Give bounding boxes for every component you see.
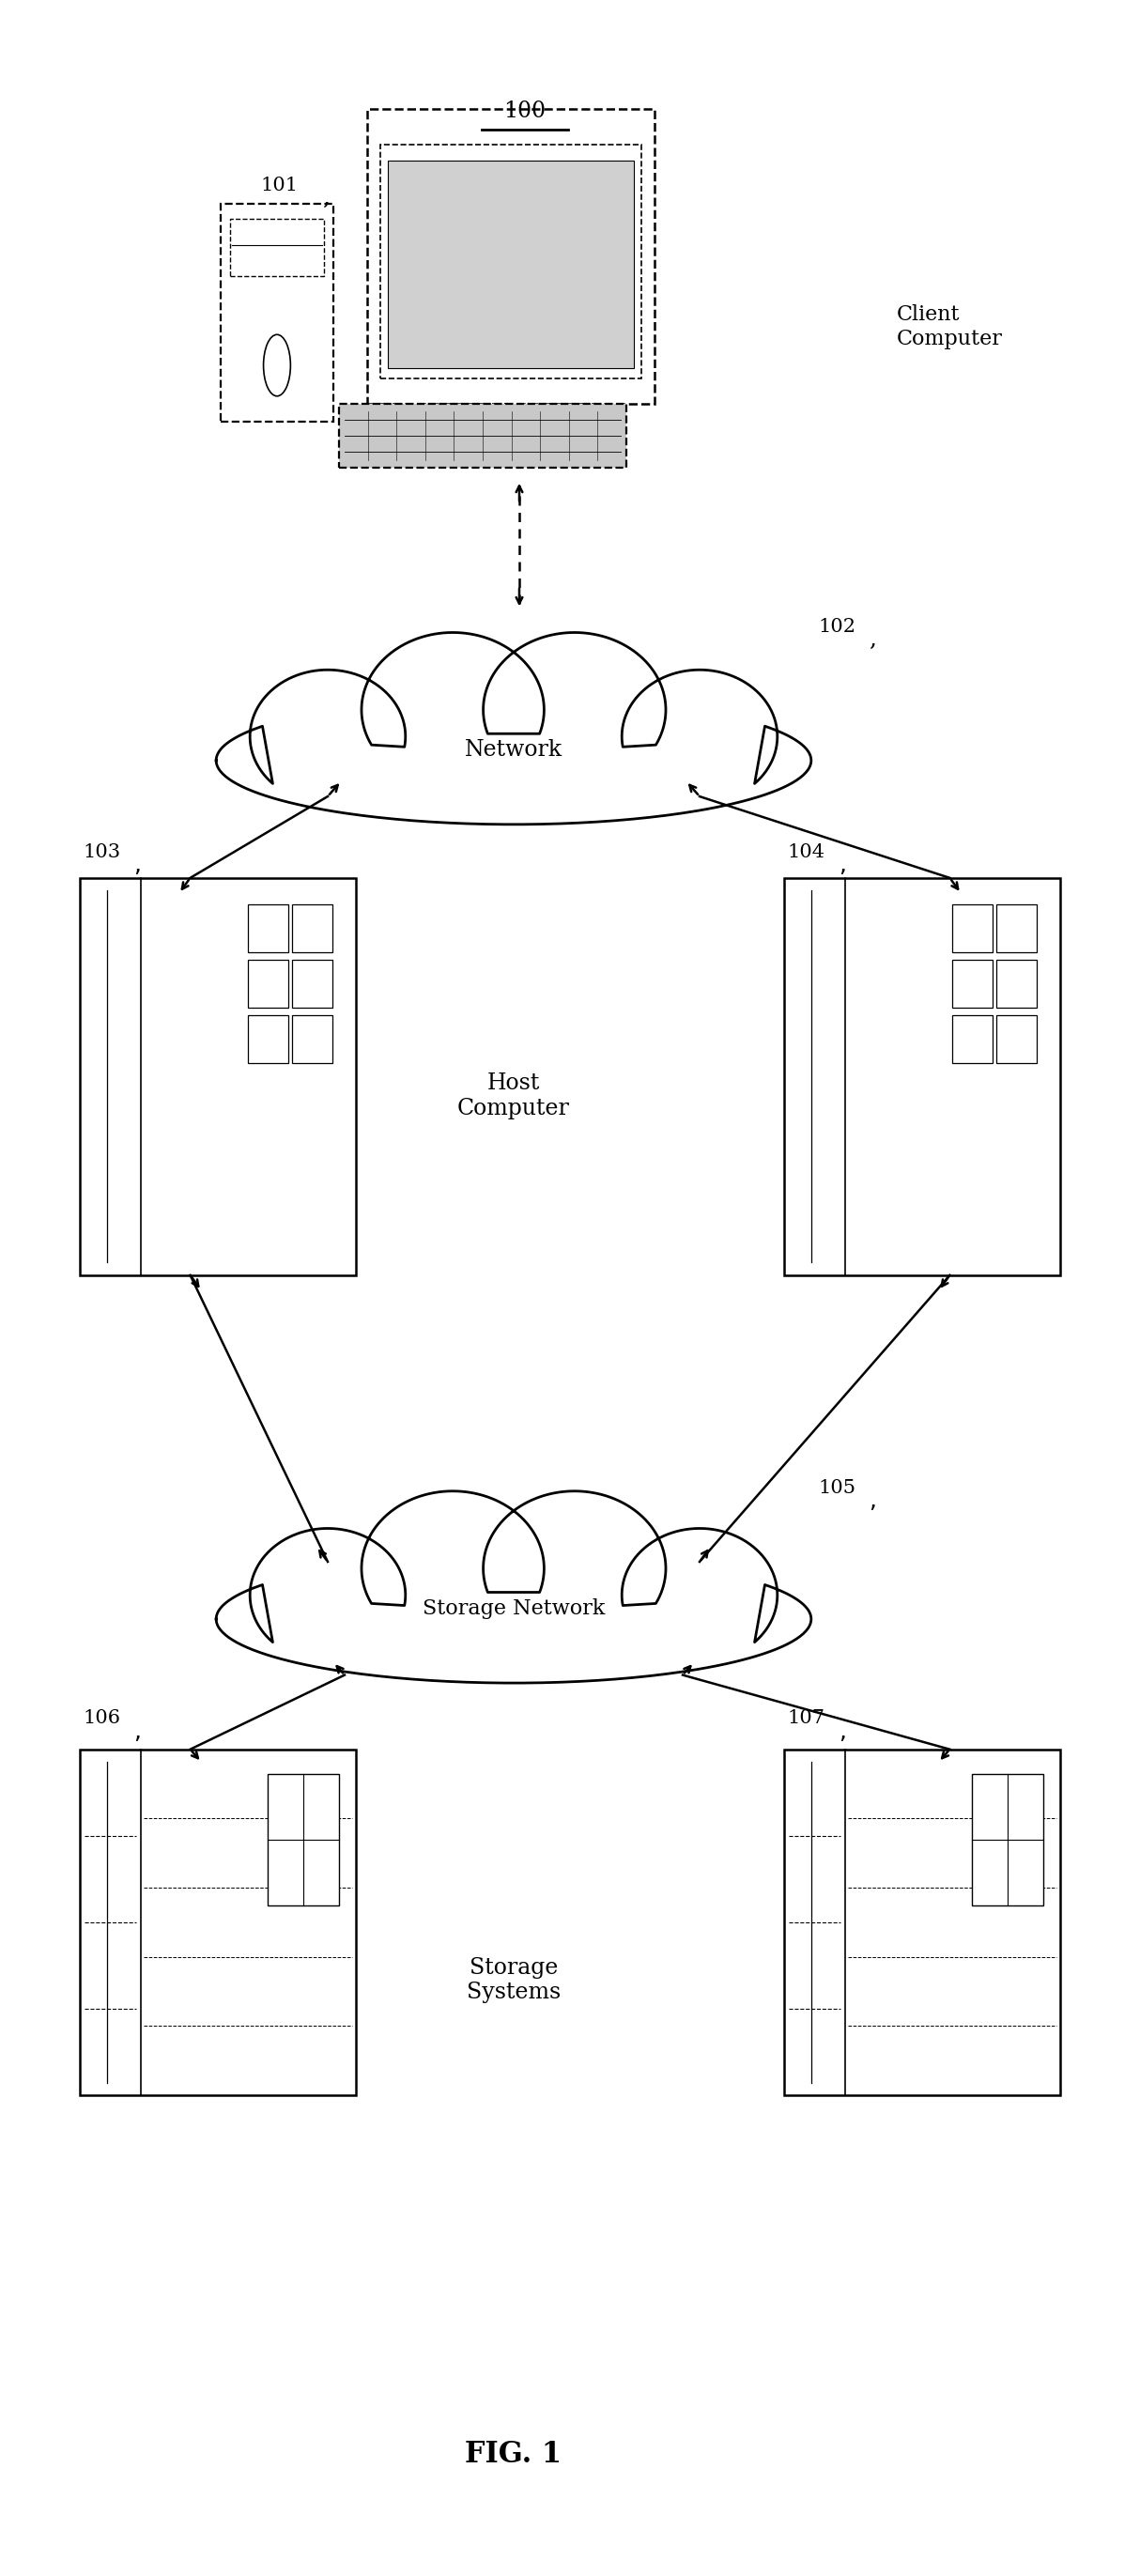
Bar xyxy=(229,219,324,276)
Bar xyxy=(996,1015,1037,1064)
Text: Host
Computer: Host Computer xyxy=(457,1072,570,1118)
Bar xyxy=(952,961,993,1007)
Bar xyxy=(268,1772,340,1906)
Text: ,: , xyxy=(323,188,329,209)
Bar xyxy=(972,1772,1043,1906)
Bar xyxy=(784,878,1060,1275)
Text: 105: 105 xyxy=(817,1479,855,1497)
Text: Client
Computer: Client Computer xyxy=(897,304,1003,350)
Text: 101: 101 xyxy=(260,178,298,196)
Bar xyxy=(996,961,1037,1007)
Text: 103: 103 xyxy=(83,842,121,860)
Text: FIG. 1: FIG. 1 xyxy=(465,2439,562,2468)
Text: 106: 106 xyxy=(83,1710,121,1728)
Bar xyxy=(339,404,626,469)
Text: ,: , xyxy=(869,1489,877,1512)
Text: Storage
Systems: Storage Systems xyxy=(466,1958,561,2004)
Text: ,: , xyxy=(838,1721,846,1741)
Polygon shape xyxy=(217,1492,812,1682)
Text: ,: , xyxy=(133,1721,141,1741)
Bar xyxy=(952,904,993,953)
Bar xyxy=(367,108,654,404)
Bar xyxy=(247,1015,288,1064)
Bar xyxy=(381,144,641,379)
Text: Storage Network: Storage Network xyxy=(423,1597,605,1618)
Bar xyxy=(80,878,356,1275)
Text: Network: Network xyxy=(465,739,562,760)
Bar xyxy=(952,1015,993,1064)
Text: ,: , xyxy=(133,853,141,876)
Bar xyxy=(247,961,288,1007)
Text: ,: , xyxy=(838,853,846,876)
Bar xyxy=(996,904,1037,953)
Bar xyxy=(292,904,333,953)
Bar xyxy=(784,1749,1060,2094)
Text: 107: 107 xyxy=(788,1710,825,1728)
Bar xyxy=(292,1015,333,1064)
Text: 104: 104 xyxy=(788,842,825,860)
Text: ,: , xyxy=(869,629,877,649)
Bar xyxy=(221,204,333,422)
Bar xyxy=(80,1749,356,2094)
Text: 102: 102 xyxy=(817,618,855,636)
Polygon shape xyxy=(217,634,812,824)
Bar xyxy=(247,904,288,953)
Bar xyxy=(388,160,634,368)
Text: 100: 100 xyxy=(504,100,546,121)
Bar xyxy=(292,961,333,1007)
